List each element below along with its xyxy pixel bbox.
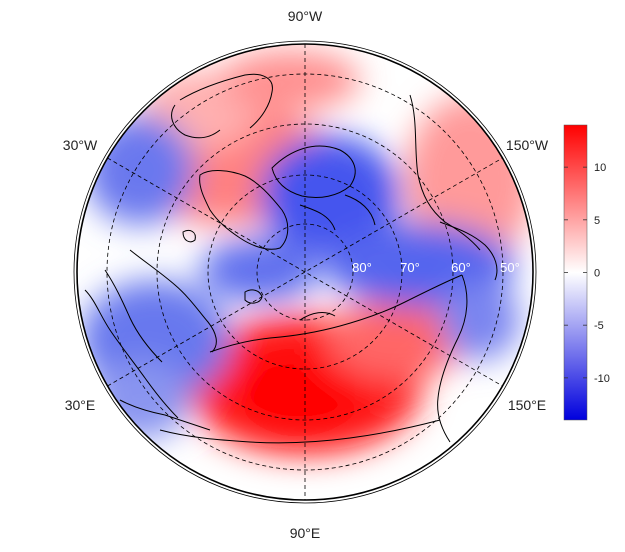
- graticule-lat-60: [156, 123, 454, 421]
- anomaly-okhotsk: [440, 280, 520, 360]
- meridian-30e-150w: [107, 157, 503, 387]
- colorbar-tick-label: 5: [594, 215, 600, 227]
- anomaly-siberia-central-asia-core: [230, 348, 370, 432]
- colorbar-tick-label: -5: [594, 320, 604, 332]
- coastline-siberia-arctic: [209, 274, 463, 353]
- colorbar-tick-label: -10: [594, 373, 610, 385]
- coastline-canadian-archipelago: [271, 145, 376, 231]
- colorbar-ticks: 10 5 0 -5 -10: [564, 162, 610, 385]
- graticule: [106, 44, 504, 500]
- lat-label-80: 80°: [352, 260, 372, 275]
- coastline-north-america-pacific: [179, 73, 481, 251]
- coastline-island-novaya-zemlya: [299, 312, 336, 321]
- colorbar-gradient: [564, 125, 587, 420]
- coastline-mediterranean: [119, 399, 211, 431]
- coastline-scandinavia: [104, 249, 217, 363]
- coastline-hudson-bay: [171, 104, 221, 139]
- anomaly-east-pacific: [220, 50, 360, 110]
- lon-label-30e: 30°E: [65, 397, 96, 413]
- coastline-asia-south: [159, 419, 441, 444]
- coastline-europe: [84, 289, 179, 419]
- lon-label-90e: 90°E: [290, 525, 321, 541]
- colorbar: 10 5 0 -5 -10: [563, 124, 610, 421]
- anomaly-arctic-pole: [260, 135, 400, 255]
- coastline-alaska: [439, 221, 498, 281]
- map-disc: [77, 44, 533, 500]
- graticule-lat-80: [256, 223, 354, 321]
- map-frame-outer: [73, 40, 537, 504]
- lat-label-50: 50°: [500, 260, 520, 275]
- map-frame: [76, 43, 534, 501]
- graticule-lat-70: [207, 174, 403, 370]
- lon-label-150e: 150°E: [508, 397, 546, 413]
- meridian-30w-150e: [107, 157, 503, 387]
- lon-label-150w: 150°W: [506, 137, 549, 153]
- lat-label-70: 70°: [400, 260, 420, 275]
- coastlines: [84, 73, 498, 444]
- lon-label-30w: 30°W: [63, 137, 98, 153]
- lat-label-60: 60°: [451, 260, 471, 275]
- coastline-island-iceland: [182, 229, 196, 243]
- anomaly-field: [80, 50, 533, 455]
- colorbar-tick-label: 0: [594, 268, 600, 280]
- colorbar-tick-label: 10: [594, 162, 606, 174]
- lon-label-90w: 90°W: [288, 8, 323, 24]
- anomaly-polar-band: [200, 238, 320, 302]
- coastline-greenland: [199, 170, 289, 250]
